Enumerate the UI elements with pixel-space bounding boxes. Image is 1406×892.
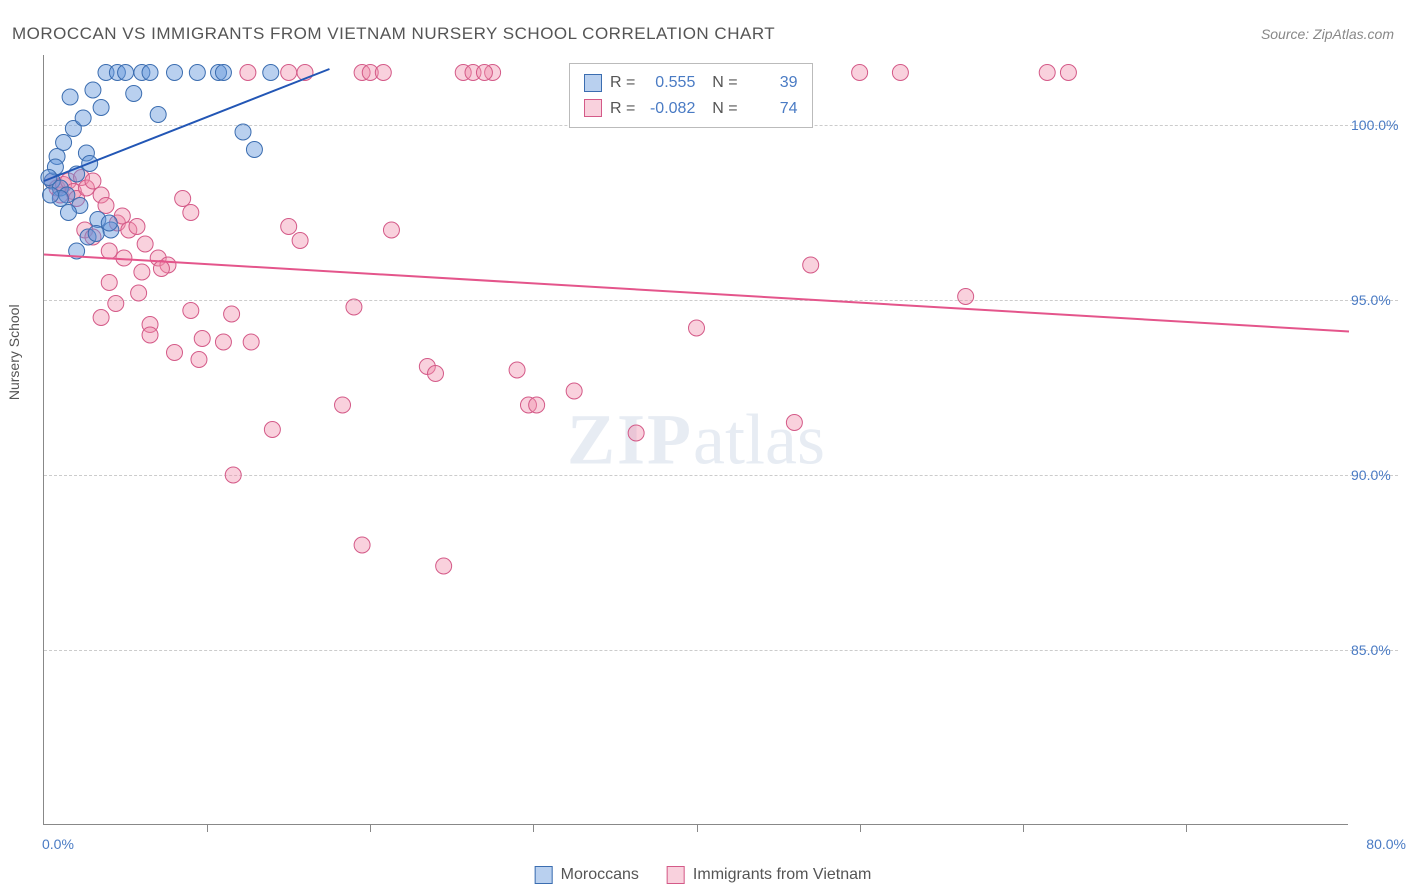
data-point xyxy=(566,383,582,399)
data-point xyxy=(131,285,147,301)
x-axis-max-label: 80.0% xyxy=(1366,836,1406,852)
data-point xyxy=(150,107,166,123)
swatch-blue xyxy=(584,74,602,92)
data-point xyxy=(183,303,199,319)
data-point xyxy=(476,65,492,81)
data-point xyxy=(191,352,207,368)
data-point xyxy=(803,257,819,273)
data-point xyxy=(85,173,101,189)
stats-legend-box: R = 0.555 N = 39 R = -0.082 N = 74 xyxy=(569,63,813,128)
x-tick xyxy=(697,824,698,832)
data-point xyxy=(628,425,644,441)
data-point xyxy=(194,331,210,347)
data-point xyxy=(292,233,308,249)
data-point xyxy=(101,215,117,231)
x-axis-min-label: 0.0% xyxy=(42,836,74,852)
data-point xyxy=(56,135,72,151)
data-point xyxy=(129,219,145,235)
data-point xyxy=(892,65,908,81)
data-point xyxy=(243,334,259,350)
data-point xyxy=(509,362,525,378)
bottom-legend: Moroccans Immigrants from Vietnam xyxy=(535,866,872,884)
plot-area: 85.0%90.0%95.0%100.0% ZIPatlas R = 0.555… xyxy=(43,55,1348,825)
data-point xyxy=(43,187,59,203)
x-tick xyxy=(207,824,208,832)
data-point xyxy=(263,65,279,81)
data-point xyxy=(167,345,183,361)
x-tick xyxy=(1186,824,1187,832)
data-point xyxy=(189,65,205,81)
data-point xyxy=(689,320,705,336)
data-point xyxy=(235,124,251,140)
chart-title: MOROCCAN VS IMMIGRANTS FROM VIETNAM NURS… xyxy=(12,24,775,44)
data-point xyxy=(240,65,256,81)
legend-item-blue: Moroccans xyxy=(535,866,639,884)
data-point xyxy=(383,222,399,238)
data-point xyxy=(85,82,101,98)
data-point xyxy=(786,415,802,431)
data-point xyxy=(62,89,78,105)
data-point xyxy=(153,261,169,277)
data-point xyxy=(118,65,134,81)
data-point xyxy=(142,327,158,343)
y-tick-label: 95.0% xyxy=(1351,292,1406,308)
chart-svg xyxy=(44,55,1348,824)
data-point xyxy=(346,299,362,315)
data-point xyxy=(98,198,114,214)
data-point xyxy=(375,65,391,81)
swatch-pink xyxy=(584,99,602,117)
data-point xyxy=(175,191,191,207)
x-tick xyxy=(370,824,371,832)
data-point xyxy=(1039,65,1055,81)
stats-row-pink: R = -0.082 N = 74 xyxy=(584,96,798,122)
data-point xyxy=(264,422,280,438)
x-tick xyxy=(533,824,534,832)
y-tick-label: 90.0% xyxy=(1351,467,1406,483)
legend-item-pink: Immigrants from Vietnam xyxy=(667,866,871,884)
data-point xyxy=(335,397,351,413)
x-tick xyxy=(860,824,861,832)
data-point xyxy=(108,296,124,312)
data-point xyxy=(852,65,868,81)
y-axis-label: Nursery School xyxy=(6,304,22,400)
data-point xyxy=(134,264,150,280)
data-point xyxy=(126,86,142,102)
source-attribution: Source: ZipAtlas.com xyxy=(1261,26,1394,42)
x-tick xyxy=(1023,824,1024,832)
data-point xyxy=(958,289,974,305)
data-point xyxy=(354,537,370,553)
stats-row-blue: R = 0.555 N = 39 xyxy=(584,70,798,96)
data-point xyxy=(183,205,199,221)
data-point xyxy=(167,65,183,81)
data-point xyxy=(60,205,76,221)
data-point xyxy=(1060,65,1076,81)
data-point xyxy=(436,558,452,574)
data-point xyxy=(75,110,91,126)
data-point xyxy=(137,236,153,252)
data-point xyxy=(281,65,297,81)
data-point xyxy=(215,65,231,81)
data-point xyxy=(224,306,240,322)
data-point xyxy=(93,100,109,116)
data-point xyxy=(215,334,231,350)
data-point xyxy=(225,467,241,483)
data-point xyxy=(529,397,545,413)
data-point xyxy=(281,219,297,235)
swatch-blue xyxy=(535,866,553,884)
y-tick-label: 100.0% xyxy=(1351,117,1406,133)
data-point xyxy=(101,275,117,291)
data-point xyxy=(88,226,104,242)
data-point xyxy=(428,366,444,382)
data-point xyxy=(101,243,117,259)
y-tick-label: 85.0% xyxy=(1351,642,1406,658)
swatch-pink xyxy=(667,866,685,884)
data-point xyxy=(246,142,262,158)
data-point xyxy=(93,310,109,326)
data-point xyxy=(142,65,158,81)
